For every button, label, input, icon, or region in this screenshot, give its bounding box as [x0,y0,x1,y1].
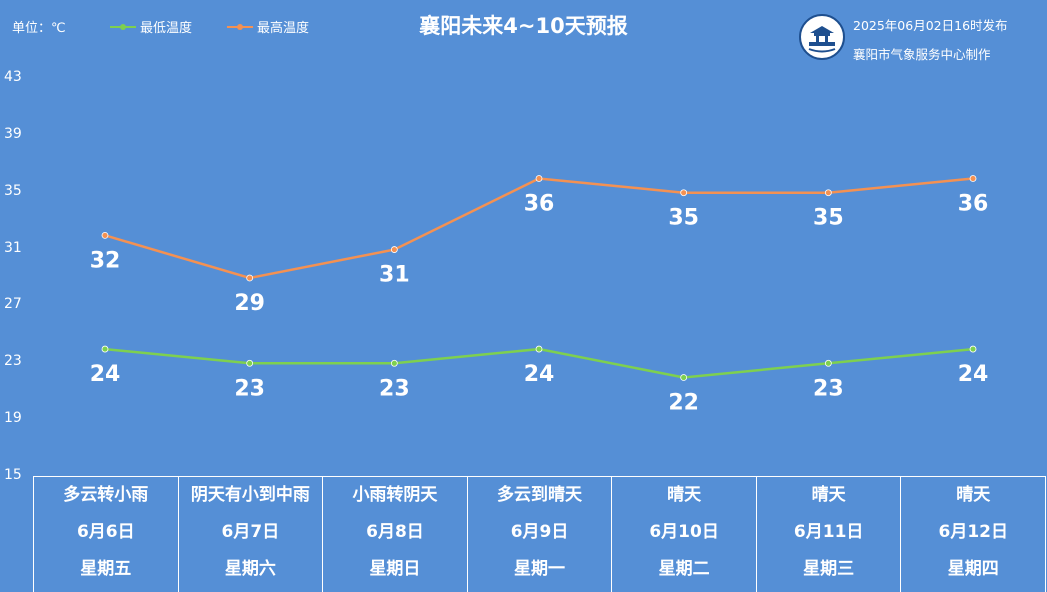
day-column: 晴天 6月10日星期二 [612,477,757,592]
date-label: 6月7日 [221,522,280,542]
high-temp-label: 35 [668,206,699,231]
high-temp-point [535,175,543,182]
y-tick-label: 31 [4,239,22,256]
high-temp-label: 29 [234,291,265,316]
y-tick-label: 35 [4,182,22,199]
high-temp-point [246,274,254,282]
high-temp-label: 35 [813,206,844,231]
weekday-label: 星期二 [658,559,710,579]
weather-text: 阴天有小到中雨 [190,485,310,505]
y-tick-label: 23 [4,353,22,370]
unit-label: 单位：℃ [12,21,66,36]
high-temp-label: 36 [524,192,555,217]
legend-low-swatch [110,20,136,34]
y-tick-label: 27 [4,296,22,313]
date-label: 6月8日 [366,522,424,542]
legend-low-label: 最低温度 [140,21,193,36]
legend-high-swatch [227,20,253,34]
weekday-label: 星期一 [514,559,566,579]
date-label: 6月10日 [649,522,719,542]
weather-text: 晴天 [811,485,846,505]
y-tick-label: 43 [4,69,22,85]
weekday-label: 星期三 [803,559,855,579]
maker-label: 襄阳市气象服务中心制作 [853,47,991,62]
y-tick-label: 15 [4,467,22,483]
low-temp-point [246,359,254,367]
forecast-table: 多云转小雨 6月6日星期五 阴天有小到中雨 6月7日星期六 小雨转阴天 6月8日星期日 多云… [33,476,1047,592]
low-temp-label: 24 [90,362,121,387]
chart-title: 襄阳未来4~10天预报 [419,14,628,38]
weather-text: 晴天 [956,485,991,505]
high-temp-label: 31 [379,263,410,288]
low-temp-point [969,345,977,353]
day-column: 晴天 6月12日星期四 [901,477,1047,592]
weather-text: 晴天 [667,485,702,505]
temperature-chart: 24 23 23 24 22 23 24 32 29 31 36 35 35 36 [90,175,989,416]
legend-high: 最高温度 [227,17,309,36]
low-temp-point [390,359,398,367]
low-temp-label: 23 [813,376,844,401]
low-temp-label: 24 [958,362,989,387]
low-temp-point [101,345,109,353]
weather-text: 小雨转阴天 [352,485,438,505]
weekday-label: 星期日 [369,559,421,579]
high-temp-point [390,246,398,253]
date-label: 6月11日 [793,522,864,542]
low-temp-point [824,359,832,367]
y-tick-label: 39 [4,125,22,142]
weekday-label: 星期五 [80,559,132,579]
day-column: 阴天有小到中雨 6月7日星期六 [179,477,324,592]
day-column: 多云到晴天 6月9日星期一 [468,477,613,592]
weekday-label: 星期六 [224,559,276,579]
xiangyang-weather-logo-icon [799,14,845,60]
high-temp-label: 32 [90,248,121,273]
day-column: 晴天 6月11日星期三 [757,477,902,592]
high-temp-point [824,189,832,197]
y-tick-label: 19 [4,410,22,427]
weather-text: 多云转小雨 [63,485,149,505]
low-temp-point [535,345,543,353]
date-label: 6月9日 [510,522,569,542]
high-temp-point [101,231,109,239]
legend-high-label: 最高温度 [257,21,310,36]
high-temp-point [969,175,977,182]
weekday-label: 星期四 [947,559,999,579]
low-temp-label: 23 [379,376,410,401]
low-temp-point [680,374,688,381]
high-temp-point [680,189,688,197]
weather-text: 多云到晴天 [497,485,583,505]
date-label: 6月6日 [76,522,135,542]
day-column: 小雨转阴天 6月8日星期日 [323,477,468,592]
low-temp-label: 23 [234,376,265,401]
low-temp-label: 24 [524,362,555,387]
high-temp-label: 36 [958,192,989,217]
low-temp-label: 22 [668,391,699,416]
legend-low: 最低温度 [110,17,192,36]
issued-time: 2025年06月02日16时发布 [853,18,1008,33]
date-label: 6月12日 [938,522,1009,542]
day-column: 多云转小雨 6月6日星期五 [34,477,179,592]
